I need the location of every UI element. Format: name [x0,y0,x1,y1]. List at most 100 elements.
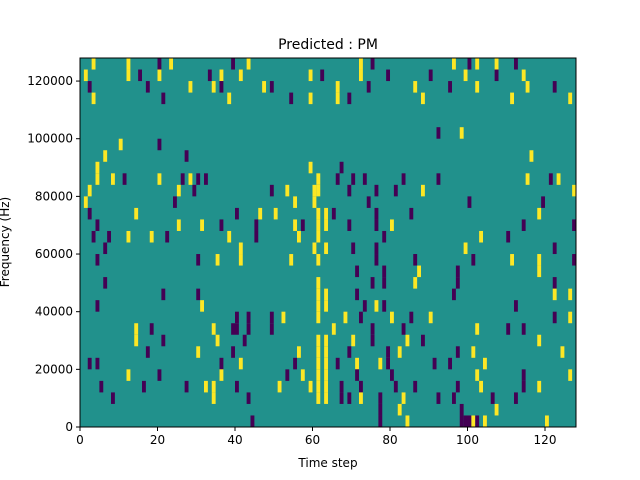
heatmap-cell [537,207,542,220]
heatmap-cell [568,288,573,301]
heatmap-cell [161,334,166,347]
x-tick-label: 60 [305,433,320,447]
heatmap-cell [359,58,363,70]
heatmap-cell [467,58,472,70]
heatmap-cell [200,300,205,312]
heatmap-cell [289,92,294,105]
heatmap-cell [293,196,298,208]
heatmap-cell [289,254,294,266]
heatmap-cell [219,69,224,82]
heatmap-cell [95,161,100,174]
heatmap-cell [428,311,433,324]
y-tick-label: 0 [65,420,73,434]
heatmap-cell [320,69,325,82]
heatmap-cell [390,311,394,324]
heatmap-cell [514,392,518,404]
heatmap-cell [572,254,577,266]
heatmap-cell [254,230,259,243]
heatmap-cell [324,242,329,255]
heatmap-cell [91,58,96,70]
heatmap-cell [242,334,247,347]
x-tick-label: 20 [150,433,165,447]
heatmap-cell [324,346,329,358]
heatmap-cell [316,357,321,370]
heatmap-cell [475,415,480,427]
heatmap-cell [506,230,511,243]
heatmap-cell [180,173,185,185]
heatmap-cell [316,380,321,393]
heatmap-cell [463,242,468,255]
heatmap-cell [479,380,484,393]
heatmap-cell [548,173,553,185]
x-axis: 0 20 40 60 80 100 120 [76,427,556,447]
heatmap-cell [238,242,243,255]
heatmap-cell [324,288,329,301]
heatmap-cell [386,346,391,358]
heatmap-cell [157,58,162,70]
heatmap-cell [165,230,170,243]
heatmap-cell [421,334,425,347]
heatmap-cell [145,346,150,358]
heatmap-cell [467,196,472,208]
heatmap-cell [448,81,453,93]
heatmap-cell [312,196,317,208]
heatmap-cell [235,323,239,335]
heatmap-cell [211,380,216,393]
heatmap-cell [176,219,181,231]
heatmap-cell [324,392,329,404]
heatmap-cell [308,69,313,82]
heatmap-cell [196,346,201,358]
heatmap-cell [238,69,243,82]
heatmap-cell [537,254,542,266]
heatmap-cell [331,323,336,335]
heatmap-cell [572,219,577,231]
heatmap-cell [227,92,232,105]
heatmap-cell [215,334,220,347]
heatmap-cell [483,415,487,427]
heatmap-cell [409,207,414,220]
heatmap-cell [359,311,363,324]
heatmap-cell [300,369,305,381]
heatmap-cell [87,81,92,93]
heatmap-cell [99,380,104,393]
heatmap-cell [355,288,360,301]
heatmap-cell [506,323,511,335]
heatmap-cell [324,380,329,393]
heatmap-cell [362,173,367,185]
heatmap-cell [335,81,340,93]
heatmap-cell [339,161,344,174]
heatmap-cell [103,242,108,255]
x-tick-label: 40 [227,433,242,447]
heatmap-cell [374,184,379,197]
heatmap-cell [231,323,236,335]
heatmap-cell [204,380,208,393]
heatmap-cell [413,81,418,93]
heatmap-cell [355,369,360,381]
heatmap-cell [83,196,88,208]
heatmap-cell [211,392,216,404]
heatmap-cell [459,127,464,139]
heatmap-cell [169,58,174,70]
y-axis: 0 20000 40000 60000 80000 100000 120000 [27,74,80,434]
heatmap-cell [374,254,379,266]
heatmap-cell [413,254,418,266]
heatmap-cell [316,300,321,312]
heatmap-cell [95,173,100,185]
heatmap-cell [521,219,526,231]
heatmap-cell [510,92,515,105]
heatmap-cell [556,173,561,185]
heatmap-cell [157,173,162,185]
heatmap-cell [568,311,573,324]
heatmap-cell [525,81,530,93]
heatmap-cell [529,150,534,162]
heatmap-cell [188,173,193,185]
heatmap-cell [417,265,422,278]
heatmap-cell [176,184,181,197]
heatmap-cell [149,323,154,335]
heatmap-cell [324,207,329,220]
heatmap-cell [401,323,406,335]
heatmap-cell [142,380,146,393]
heatmap-cell [490,392,495,404]
heatmap-cell [269,323,274,335]
